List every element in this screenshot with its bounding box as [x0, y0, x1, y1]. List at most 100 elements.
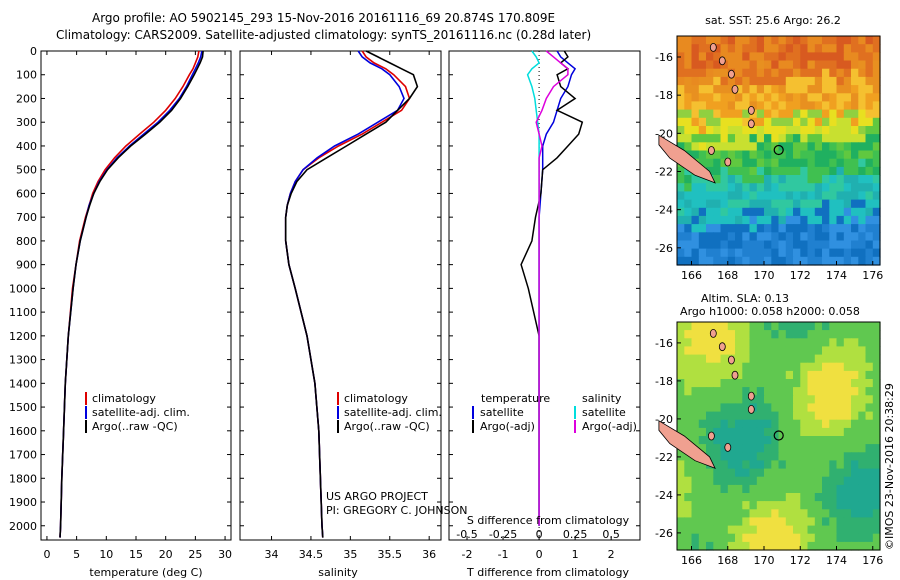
map-cell: [785, 354, 794, 364]
map-cell: [677, 85, 685, 94]
map-cell: [691, 117, 700, 127]
map-cell: [713, 109, 722, 119]
map-cell: [749, 330, 758, 339]
map-cell: [756, 256, 765, 266]
map-cell: [865, 224, 874, 233]
map-cell: [677, 395, 685, 404]
map-cell: [778, 240, 787, 250]
map-cell: [720, 199, 729, 209]
map-cell: [677, 379, 685, 388]
map-cell: [713, 199, 722, 209]
map-cell: [742, 395, 751, 404]
map-cell: [836, 403, 845, 413]
map-cell: [698, 533, 707, 543]
map-cell: [836, 452, 845, 461]
map-cell: [778, 411, 787, 421]
map-cell: [756, 338, 765, 347]
map-cell: [677, 36, 685, 45]
map-cell: [822, 387, 830, 396]
map-cell: [698, 395, 707, 404]
map-cell: [720, 134, 729, 143]
map-cell: [851, 427, 859, 437]
map-cell: [756, 215, 765, 225]
map-cell: [720, 207, 729, 217]
map-cell: [785, 370, 794, 380]
map-cell: [764, 44, 772, 53]
map-cell: [727, 387, 736, 396]
map-cell: [814, 362, 823, 372]
map-cell: [684, 427, 693, 437]
map-cell: [822, 191, 830, 201]
map-cell: [843, 150, 852, 160]
map-cell: [684, 501, 693, 510]
map-cell: [706, 126, 714, 135]
map-cell: [843, 468, 852, 478]
map-cell: [858, 142, 867, 152]
map-cell: [785, 256, 794, 266]
map-cell: [713, 379, 722, 388]
map-cell: [713, 452, 722, 461]
map-cell: [851, 199, 859, 209]
map-cell: [771, 346, 780, 356]
map-cell: [836, 387, 845, 396]
map-cell: [807, 354, 816, 364]
map-cell: [749, 76, 758, 86]
map-cell: [684, 411, 693, 421]
map-cell: [843, 52, 852, 62]
map-cell: [800, 215, 809, 225]
map-cell: [822, 175, 830, 184]
map-cell: [865, 207, 874, 217]
map-cell: [691, 76, 700, 86]
map-cell: [720, 150, 729, 160]
map-cell: [829, 509, 838, 518]
legend-label-climatology: climatology: [92, 392, 156, 405]
map-cell: [865, 101, 874, 111]
x-top-tick-label: 0: [536, 528, 543, 541]
map-cell: [771, 533, 780, 543]
map-cell: [807, 419, 816, 429]
map-cell: [764, 509, 772, 518]
map-cell: [872, 476, 881, 486]
map-cell: [735, 476, 743, 486]
map-cell: [822, 509, 830, 518]
map-cell: [814, 379, 823, 388]
map-cell: [785, 142, 794, 152]
map-cell: [822, 403, 830, 413]
series-line-argo: [284, 50, 419, 538]
map-cell: [872, 175, 881, 184]
map-cell: [858, 256, 867, 266]
map-cell: [814, 175, 823, 184]
map-cell: [698, 76, 707, 86]
map-cell: [771, 403, 780, 413]
map-cell: [800, 248, 809, 258]
map-cell: [872, 134, 881, 143]
map-cell: [706, 224, 714, 233]
map-cell: [814, 232, 823, 242]
map-cell: [843, 533, 852, 543]
map-cell: [793, 387, 801, 396]
map-x-tick-label: 172: [790, 269, 811, 282]
map-cell: [829, 346, 838, 356]
map-cell: [851, 60, 859, 70]
map-cell: [829, 150, 838, 160]
map-cell: [800, 460, 809, 470]
map-cell: [727, 411, 736, 421]
map-cell: [756, 370, 765, 380]
map-cell: [684, 452, 693, 461]
map-cell: [691, 101, 700, 111]
map-cell: [706, 240, 714, 250]
map-cell: [851, 85, 859, 94]
map-cell: [677, 533, 685, 543]
map-cell: [836, 427, 845, 437]
map-cell: [742, 509, 751, 518]
map-cell: [829, 240, 838, 250]
map-cell: [691, 215, 700, 225]
map-cell: [814, 468, 823, 478]
island: [731, 85, 739, 94]
map-cell: [785, 501, 794, 510]
map-cell: [865, 158, 874, 168]
map-cell: [836, 517, 845, 527]
map-cell: [843, 330, 852, 339]
map-cell: [771, 354, 780, 364]
map-cell: [851, 346, 859, 356]
